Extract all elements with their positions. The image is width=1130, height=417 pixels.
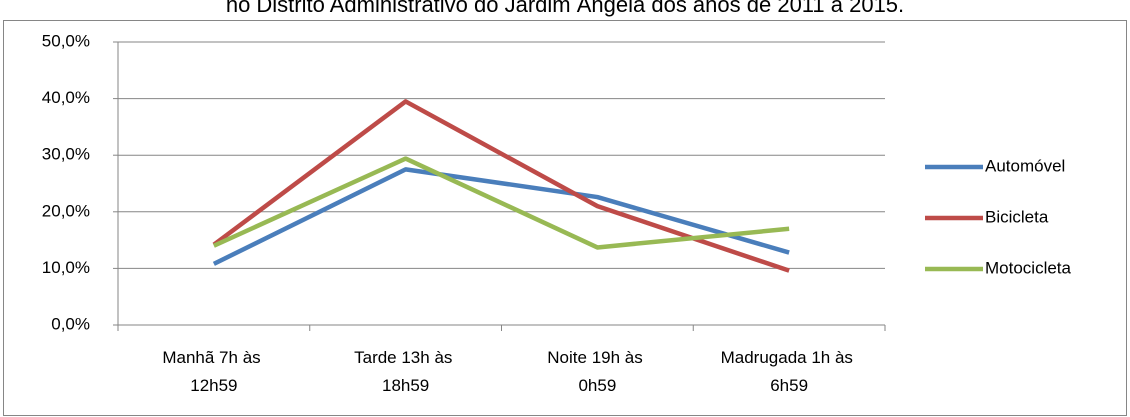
line-series	[212, 156, 790, 250]
x-tick-label: Tarde 13h às 18h59	[354, 348, 457, 395]
x-tick-label: Manhã 7h às 12h59	[162, 348, 265, 395]
chart-frame	[3, 20, 1127, 416]
y-tick-label: 50,0%	[42, 31, 90, 50]
y-tick-label: 20,0%	[42, 201, 90, 220]
y-tick-label: 40,0%	[42, 88, 90, 107]
y-tick-label: 30,0%	[42, 145, 90, 164]
line-series	[212, 167, 790, 266]
x-tick-label: Madrugada 1h às 6h59	[721, 348, 858, 395]
line-series	[212, 99, 790, 273]
x-tick-label: Noite 19h às 0h59	[547, 348, 647, 395]
chart-title: no Distrito Administrativo do Jardim Âng…	[226, 0, 904, 17]
y-tick-label: 10,0%	[42, 258, 90, 277]
legend-label: Motocicleta	[985, 258, 1072, 277]
y-tick-label: 0,0%	[51, 314, 90, 333]
legend-label: Bicicleta	[985, 207, 1049, 226]
legend-label: Automóvel	[985, 156, 1065, 175]
